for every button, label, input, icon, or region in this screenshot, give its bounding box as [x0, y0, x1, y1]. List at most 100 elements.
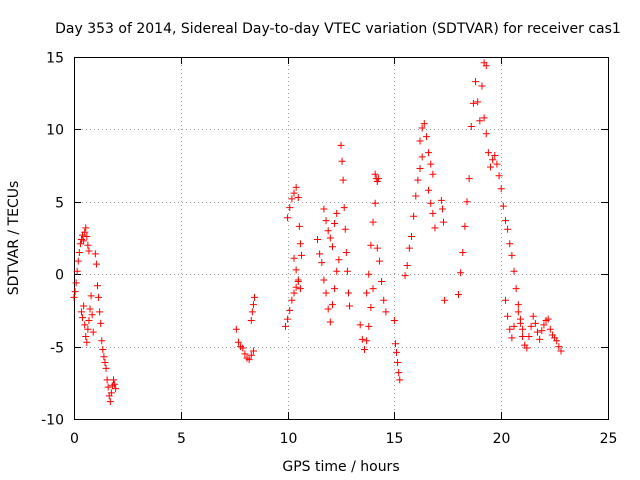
data-point	[431, 224, 439, 232]
series-arc-9	[314, 235, 343, 326]
data-point	[314, 235, 322, 243]
data-point	[292, 183, 300, 191]
series-arc-6	[281, 277, 302, 330]
data-point	[296, 285, 304, 293]
data-point	[89, 328, 97, 336]
data-point	[365, 270, 373, 278]
data-point	[557, 347, 565, 355]
data-point	[487, 163, 495, 171]
data-point	[478, 82, 486, 90]
data-point	[107, 389, 115, 397]
series-arc-7	[284, 183, 305, 259]
data-point	[512, 285, 520, 293]
data-point	[378, 277, 386, 285]
data-point	[290, 189, 298, 197]
data-point	[416, 137, 424, 145]
data-point	[322, 289, 330, 297]
data-point	[84, 325, 92, 333]
data-point	[331, 220, 339, 228]
data-point	[416, 164, 424, 172]
data-point	[501, 296, 509, 304]
data-point	[497, 185, 505, 193]
data-point	[540, 321, 548, 329]
x-tick-label: 25	[600, 431, 618, 447]
data-point	[340, 204, 348, 212]
data-point	[418, 153, 426, 161]
data-point	[508, 334, 516, 342]
data-point	[493, 160, 501, 168]
data-point	[363, 337, 371, 345]
data-point	[98, 337, 106, 345]
data-point	[396, 376, 404, 384]
data-point	[247, 317, 255, 325]
data-point	[363, 289, 371, 297]
data-point	[440, 218, 448, 226]
data-point	[110, 376, 118, 384]
data-point	[469, 99, 477, 107]
data-point	[82, 332, 90, 340]
data-point	[454, 290, 462, 298]
data-point	[420, 120, 428, 128]
data-point	[71, 288, 79, 296]
data-point	[81, 321, 89, 329]
data-point	[358, 335, 366, 343]
data-point	[284, 315, 292, 323]
data-point	[501, 217, 509, 225]
data-point	[328, 301, 336, 309]
data-point	[391, 340, 399, 348]
series-arc-15	[373, 244, 390, 316]
data-point	[514, 301, 522, 309]
data-point	[457, 269, 465, 277]
y-axis-label: SDTVAR / TECUs	[6, 181, 22, 296]
series-arc-24	[501, 296, 518, 342]
data-point	[429, 209, 437, 217]
data-point	[553, 337, 561, 345]
data-point	[333, 209, 341, 217]
data-point	[296, 240, 304, 248]
data-point	[427, 199, 435, 207]
x-tick-label: 15	[386, 431, 404, 447]
data-point	[403, 262, 411, 270]
series-arc-10	[320, 205, 341, 251]
data-point	[371, 199, 379, 207]
data-point	[529, 312, 537, 320]
data-point	[290, 254, 298, 262]
series-arc-1	[70, 224, 93, 301]
data-point	[346, 302, 354, 310]
data-point	[342, 248, 350, 256]
data-point	[286, 204, 294, 212]
data-point	[73, 267, 81, 275]
data-point	[249, 301, 257, 309]
data-point	[491, 151, 499, 159]
data-point	[401, 272, 409, 280]
data-point	[85, 247, 93, 255]
data-point	[83, 338, 91, 346]
data-point	[72, 279, 80, 287]
data-point	[77, 308, 85, 316]
data-point	[510, 267, 518, 275]
series-arc-16	[390, 317, 404, 384]
data-point	[80, 302, 88, 310]
data-point	[82, 224, 90, 232]
data-point	[393, 348, 401, 356]
data-point	[247, 351, 255, 359]
data-point	[365, 322, 373, 330]
data-point	[281, 322, 289, 330]
data-point	[284, 214, 292, 222]
data-point	[102, 364, 110, 372]
data-point	[519, 332, 527, 340]
data-point	[326, 234, 334, 242]
data-point	[472, 78, 480, 86]
data-point	[459, 248, 467, 256]
series-arc-13	[363, 199, 379, 297]
data-point	[241, 350, 249, 358]
data-point	[373, 244, 381, 252]
data-point	[367, 304, 375, 312]
data-point	[288, 195, 296, 203]
data-point	[316, 250, 324, 258]
y-tick-label: 5	[55, 196, 64, 212]
data-point	[320, 276, 328, 284]
data-point	[356, 321, 364, 329]
data-point	[86, 305, 94, 313]
data-point	[375, 257, 383, 265]
